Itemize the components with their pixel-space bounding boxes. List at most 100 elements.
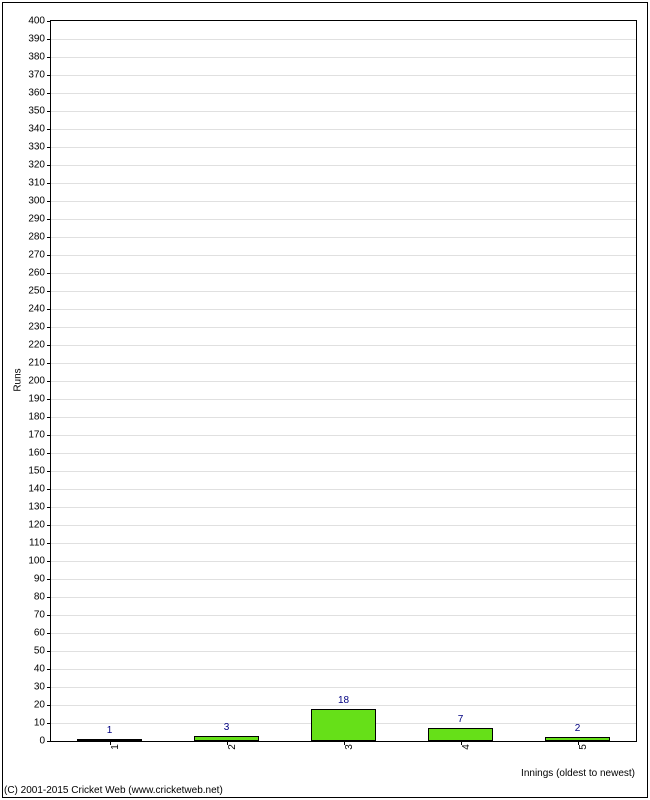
- gridline: [51, 399, 636, 400]
- y-tick-mark: [47, 399, 51, 400]
- y-tick-mark: [47, 273, 51, 274]
- gridline: [51, 471, 636, 472]
- gridline: [51, 93, 636, 94]
- gridline: [51, 363, 636, 364]
- bar-value-label: 3: [224, 722, 230, 733]
- gridline: [51, 651, 636, 652]
- y-tick-mark: [47, 489, 51, 490]
- gridline: [51, 327, 636, 328]
- bar-value-label: 1: [107, 725, 113, 736]
- y-tick-mark: [47, 237, 51, 238]
- y-tick-mark: [47, 291, 51, 292]
- x-tick-label: 3: [344, 744, 355, 750]
- gridline: [51, 687, 636, 688]
- y-tick-mark: [47, 435, 51, 436]
- gridline: [51, 417, 636, 418]
- y-tick-mark: [47, 75, 51, 76]
- bar: [428, 728, 492, 741]
- y-tick-mark: [47, 561, 51, 562]
- gridline: [51, 237, 636, 238]
- y-tick-mark: [47, 309, 51, 310]
- bar: [311, 709, 375, 741]
- gridline: [51, 309, 636, 310]
- x-tick-mark: [461, 741, 462, 745]
- y-tick-mark: [47, 633, 51, 634]
- gridline: [51, 381, 636, 382]
- gridline: [51, 183, 636, 184]
- x-tick-label: 5: [578, 744, 589, 750]
- gridline: [51, 345, 636, 346]
- x-tick-mark: [578, 741, 579, 745]
- y-tick-mark: [47, 741, 51, 742]
- gridline: [51, 615, 636, 616]
- y-tick-mark: [47, 327, 51, 328]
- gridline: [51, 525, 636, 526]
- y-tick-mark: [47, 669, 51, 670]
- gridline: [51, 111, 636, 112]
- gridline: [51, 579, 636, 580]
- y-tick-mark: [47, 363, 51, 364]
- x-tick-mark: [344, 741, 345, 745]
- gridline: [51, 489, 636, 490]
- y-tick-mark: [47, 381, 51, 382]
- bar-value-label: 7: [458, 714, 464, 725]
- gridline: [51, 75, 636, 76]
- plot-area: 0102030405060708090100110120130140150160…: [50, 20, 637, 742]
- gridline: [51, 165, 636, 166]
- gridline: [51, 507, 636, 508]
- y-tick-mark: [47, 111, 51, 112]
- gridline: [51, 39, 636, 40]
- gridline: [51, 543, 636, 544]
- copyright-text: (C) 2001-2015 Cricket Web (www.cricketwe…: [4, 785, 223, 796]
- y-tick-mark: [47, 21, 51, 22]
- y-tick-mark: [47, 651, 51, 652]
- x-tick-label: 4: [461, 744, 472, 750]
- gridline: [51, 147, 636, 148]
- y-tick-mark: [47, 723, 51, 724]
- bar-value-label: 2: [575, 723, 581, 734]
- y-tick-mark: [47, 579, 51, 580]
- x-axis-label: Innings (oldest to newest): [521, 768, 635, 779]
- y-tick-mark: [47, 345, 51, 346]
- gridline: [51, 129, 636, 130]
- gridline: [51, 219, 636, 220]
- gridline: [51, 273, 636, 274]
- y-tick-mark: [47, 255, 51, 256]
- bar-value-label: 18: [338, 695, 349, 706]
- y-tick-mark: [47, 129, 51, 130]
- y-tick-mark: [47, 615, 51, 616]
- y-axis-label: Runs: [13, 368, 24, 391]
- y-tick-mark: [47, 543, 51, 544]
- y-tick-mark: [47, 417, 51, 418]
- gridline: [51, 201, 636, 202]
- gridline: [51, 453, 636, 454]
- x-tick-label: 2: [227, 744, 238, 750]
- y-tick-mark: [47, 147, 51, 148]
- chart-container: 0102030405060708090100110120130140150160…: [0, 0, 650, 800]
- y-tick-mark: [47, 219, 51, 220]
- y-tick-mark: [47, 705, 51, 706]
- gridline: [51, 669, 636, 670]
- y-tick-mark: [47, 183, 51, 184]
- gridline: [51, 597, 636, 598]
- gridline: [51, 291, 636, 292]
- y-tick-mark: [47, 453, 51, 454]
- y-tick-mark: [47, 57, 51, 58]
- gridline: [51, 255, 636, 256]
- y-tick-mark: [47, 93, 51, 94]
- x-tick-label: 1: [110, 744, 121, 750]
- gridline: [51, 435, 636, 436]
- y-tick-mark: [47, 39, 51, 40]
- gridline: [51, 633, 636, 634]
- y-tick-mark: [47, 201, 51, 202]
- gridline: [51, 57, 636, 58]
- x-tick-mark: [227, 741, 228, 745]
- y-tick-mark: [47, 471, 51, 472]
- y-tick-mark: [47, 687, 51, 688]
- y-tick-mark: [47, 597, 51, 598]
- x-tick-mark: [110, 741, 111, 745]
- gridline: [51, 561, 636, 562]
- y-tick-mark: [47, 525, 51, 526]
- y-tick-mark: [47, 165, 51, 166]
- y-tick-mark: [47, 507, 51, 508]
